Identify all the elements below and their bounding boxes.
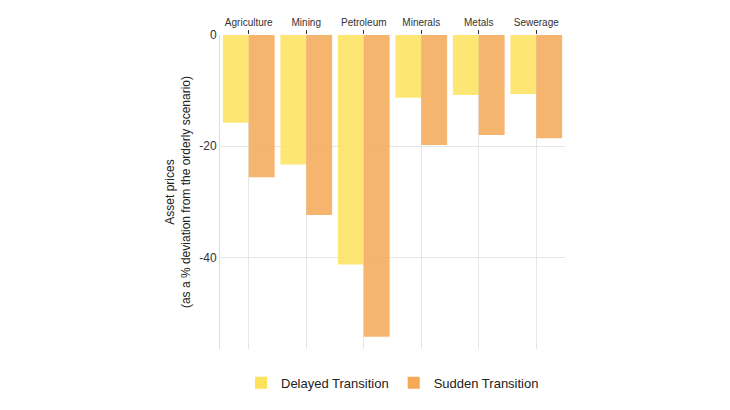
svg-text:Metals: Metals [464,17,493,28]
svg-text:Petroleum: Petroleum [341,17,387,28]
svg-text:Agriculture: Agriculture [225,17,273,28]
svg-text:0: 0 [210,28,217,42]
svg-text:Minerals: Minerals [402,17,440,28]
svg-text:-20: -20 [199,139,217,153]
svg-text:Mining: Mining [292,17,321,28]
svg-text:Delayed Transition: Delayed Transition [281,376,389,391]
svg-text:Asset prices(as a % deviation: Asset prices(as a % deviation from the o… [163,76,193,308]
svg-text:-40: -40 [199,250,217,264]
svg-text:Sudden Transition: Sudden Transition [434,376,539,391]
svg-text:Sewerage: Sewerage [514,17,559,28]
